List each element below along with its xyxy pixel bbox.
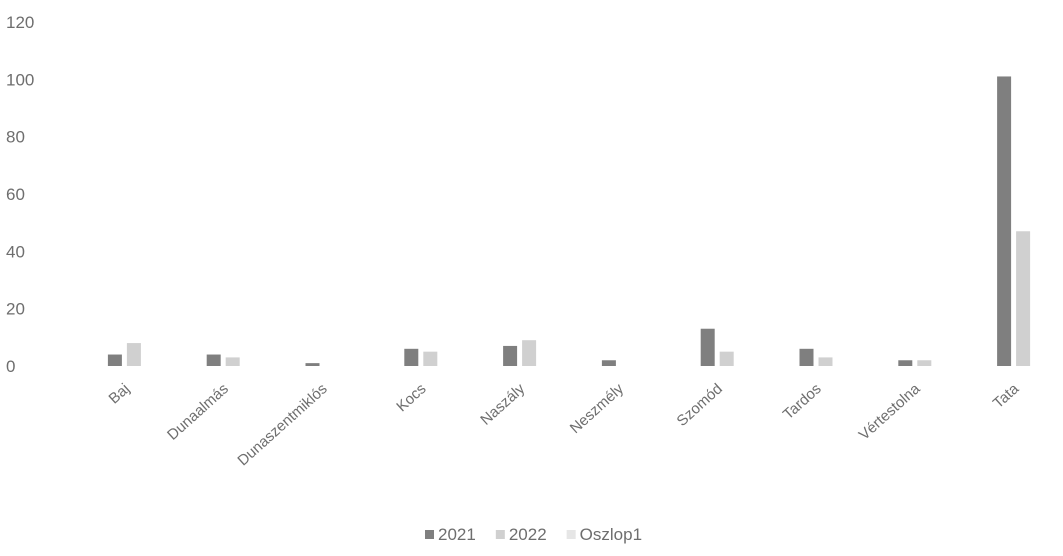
bar-2022-8 xyxy=(917,360,932,366)
legend-swatch-oszlop1 xyxy=(566,530,576,539)
x-tick-label: Kocs xyxy=(393,380,429,415)
bar-2021-4 xyxy=(503,345,518,366)
x-tick-label: Naszály xyxy=(477,380,528,429)
x-axis: Baj Dunaalmás Dunaszentmiklós Kocs Naszály Ne… xyxy=(106,380,1023,469)
legend-label-2022: 2022 xyxy=(509,525,547,544)
bar-2021-7 xyxy=(799,348,814,366)
y-tick-label: 0 xyxy=(6,357,15,376)
bar-2021-6 xyxy=(700,328,715,366)
bar-2021-5 xyxy=(601,360,616,366)
bars xyxy=(107,76,1031,366)
bar-2021-8 xyxy=(898,360,913,366)
y-tick-label: 100 xyxy=(6,70,34,89)
bar-2022-6 xyxy=(719,351,734,366)
bar-2022-4 xyxy=(522,340,537,366)
legend-label-2021: 2021 xyxy=(438,525,476,544)
y-tick-label: 40 xyxy=(6,242,25,261)
x-tick-label: Dunaalmás xyxy=(164,380,232,443)
bar-2022-7 xyxy=(818,357,833,366)
legend-swatch-2022 xyxy=(495,530,505,539)
bar-2021-0 xyxy=(107,354,122,366)
bar-2022-0 xyxy=(126,343,141,366)
bar-2022-9 xyxy=(1016,231,1031,366)
x-tick-label: Vértestolna xyxy=(856,380,924,444)
x-tick-label: Baj xyxy=(106,380,133,407)
x-tick-label: Szomód xyxy=(674,380,726,429)
x-tick-label: Dunaszentmiklós xyxy=(234,380,330,469)
legend: 2021 2022 Oszlop1 xyxy=(425,525,642,544)
x-tick-label: Tardos xyxy=(780,380,825,423)
bar-2021-3 xyxy=(404,348,419,366)
legend-swatch-2021 xyxy=(425,530,434,539)
y-axis: 0 20 40 60 80 100 120 xyxy=(6,13,34,376)
y-tick-label: 60 xyxy=(6,185,25,204)
bar-2022-3 xyxy=(423,351,438,366)
bar-2022-1 xyxy=(225,357,240,366)
x-tick-label: Neszmély xyxy=(567,380,628,437)
legend-label-oszlop1: Oszlop1 xyxy=(580,525,642,544)
y-tick-label: 80 xyxy=(6,128,25,147)
y-tick-label: 120 xyxy=(6,13,34,32)
bar-2021-2 xyxy=(305,363,320,366)
bar-2021-9 xyxy=(997,76,1012,366)
bar-2021-1 xyxy=(206,354,221,366)
y-tick-label: 20 xyxy=(6,300,25,319)
x-tick-label: Tata xyxy=(990,380,1023,412)
